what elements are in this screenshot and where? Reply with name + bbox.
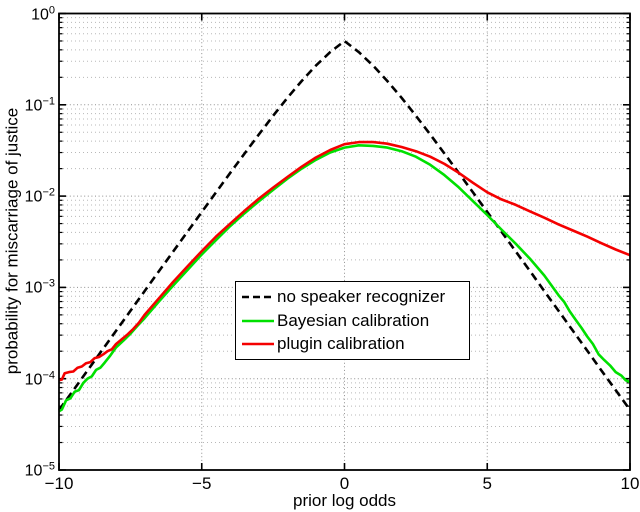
legend-label: no speaker recognizer [277, 286, 446, 306]
y-tick-label: 10−4 [24, 369, 55, 389]
legend-item: plugin calibration [241, 332, 467, 356]
x-tick-label: 0 [339, 474, 350, 493]
y-tick-label: 10−3 [24, 277, 55, 298]
x-axis-title: prior log odds [292, 491, 396, 510]
series-Bayesian-calibration [58, 144, 631, 413]
x-tick-label: 5 [482, 474, 492, 493]
legend-line-sample [242, 295, 274, 299]
x-tick-label: 10 [620, 474, 640, 493]
legend-line-sample [242, 319, 274, 322]
y-tick-label: 10−1 [24, 95, 55, 115]
legend-label: plugin calibration [277, 334, 405, 354]
curves [57, 39, 632, 413]
legend-line-sample [242, 342, 274, 346]
y-tick-label: 10−5 [24, 460, 55, 480]
y-axis-title: probability for miscarriage of justice [2, 107, 22, 375]
major-gridlines [59, 13, 630, 470]
legend-label: Bayesian calibration [277, 310, 430, 330]
legend: no speaker recognizer Bayesian calibratio… [235, 281, 470, 360]
axes-box [58, 12, 631, 471]
x-tick-label: −10 [44, 474, 74, 493]
legend-item: Bayesian calibration [241, 309, 467, 333]
legend-item: no speaker recognizer [241, 285, 467, 309]
series-no-speaker-recognizer [57, 39, 632, 411]
y-tick-label: 100 [31, 3, 55, 24]
series-plugin-calibration [58, 140, 631, 382]
y-tick-label: 10−2 [24, 186, 55, 206]
x-tick-label: −5 [192, 474, 212, 493]
